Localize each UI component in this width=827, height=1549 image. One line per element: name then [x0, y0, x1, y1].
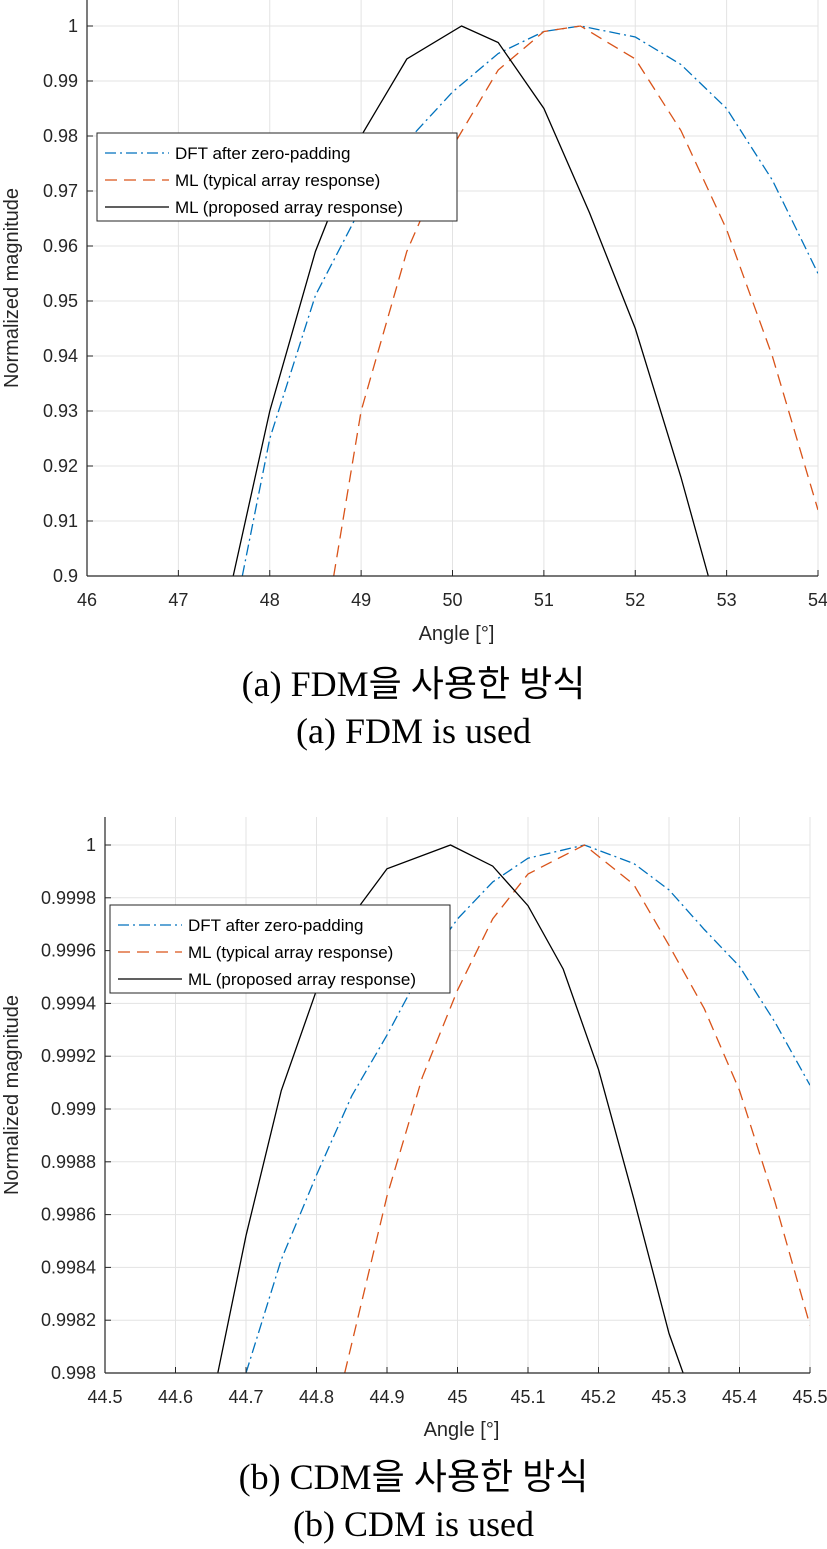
x-tick-label: 49: [351, 590, 371, 610]
caption-a-english: (a) FDM is used: [296, 711, 531, 751]
y-tick-label: 0.9: [53, 566, 78, 586]
x-tick-label: 53: [717, 590, 737, 610]
y-tick-label: 0.93: [43, 401, 78, 421]
y-tick-label: 1: [86, 835, 96, 855]
x-tick-label: 44.5: [87, 1387, 122, 1407]
legend-box: [109, 904, 451, 994]
y-tick-label: 0.9982: [41, 1310, 96, 1330]
x-tick-label: 52: [625, 590, 645, 610]
x-tick-label: 48: [260, 590, 280, 610]
series-line-3: [232, 25, 709, 576]
legend-label-3: ML (proposed array response): [175, 198, 403, 217]
y-tick-label: 0.98: [43, 126, 78, 146]
y-tick-label: 0.92: [43, 456, 78, 476]
series-line-2: [344, 844, 810, 1373]
caption-b-english: (b) CDM is used: [293, 1504, 534, 1544]
y-tick-label: 0.9984: [41, 1257, 96, 1277]
y-tick-label: 0.9998: [41, 888, 96, 908]
x-tick-label: 54: [808, 590, 827, 610]
chart-fdm: 46 47 48 49 50 51 52 53 54 0.9 0.91 0.92 0.93 0.94 0.9…: [1, 0, 827, 645]
y-tick-label: 0.91: [43, 511, 78, 531]
x-tick-label: 51: [534, 590, 554, 610]
series-line-2: [333, 25, 818, 576]
y-tick-label: 0.9992: [41, 1046, 96, 1066]
y-tick-label: 0.95: [43, 291, 78, 311]
y-tick-label: 0.94: [43, 346, 78, 366]
x-axis-label: Angle [°]: [419, 623, 495, 645]
series-line-1: [241, 25, 818, 576]
legend-box: [96, 132, 458, 222]
x-tick-label: 45.3: [651, 1387, 686, 1407]
legend-label-1: DFT after zero-padding: [188, 916, 363, 935]
x-tick-label: 46: [77, 590, 97, 610]
x-tick-label: 47: [168, 590, 188, 610]
x-axis-label: Angle [°]: [424, 1419, 500, 1441]
x-tick-label: 44.6: [158, 1387, 193, 1407]
y-tick-label: 0.998: [51, 1363, 96, 1383]
series-line-1: [245, 844, 810, 1373]
y-tick-label: 0.999: [51, 1099, 96, 1119]
x-tick-label: 45.2: [581, 1387, 616, 1407]
y-tick-label: 0.9988: [41, 1152, 96, 1172]
y-tick-label: 0.9986: [41, 1205, 96, 1225]
legend-label-2: ML (typical array response): [188, 943, 393, 962]
legend-label-1: DFT after zero-padding: [175, 144, 350, 163]
y-tick-label: 1: [68, 16, 78, 36]
caption-a-korean: (a) FDM을 사용한 방식: [241, 664, 586, 704]
y-tick-label: 0.9994: [41, 993, 96, 1013]
series-line-3: [217, 844, 684, 1373]
x-tick-label: 44.9: [369, 1387, 404, 1407]
legend-label-2: ML (typical array response): [175, 171, 380, 190]
x-tick-label: 45.5: [792, 1387, 827, 1407]
x-tick-label: 45: [447, 1387, 467, 1407]
y-axis-label: Normalized magnitude: [1, 995, 23, 1195]
x-tick-label: 44.8: [299, 1387, 334, 1407]
chart-cdm: 44.5 44.6 44.7 44.8 44.9 45 45.1 45.2 45.3 45.4 45…: [1, 817, 827, 1441]
x-tick-label: 45.1: [510, 1387, 545, 1407]
y-tick-label: 0.99: [43, 71, 78, 91]
x-tick-label: 44.7: [228, 1387, 263, 1407]
x-tick-label: 50: [442, 590, 462, 610]
y-tick-label: 0.97: [43, 181, 78, 201]
y-tick-label: 0.9996: [41, 941, 96, 961]
caption-b-korean: (b) CDM을 사용한 방식: [238, 1457, 589, 1497]
x-tick-label: 45.4: [722, 1387, 757, 1407]
legend-label-3: ML (proposed array response): [188, 970, 416, 989]
y-tick-label: 0.96: [43, 236, 78, 256]
y-axis-label: Normalized magnitude: [1, 188, 23, 388]
